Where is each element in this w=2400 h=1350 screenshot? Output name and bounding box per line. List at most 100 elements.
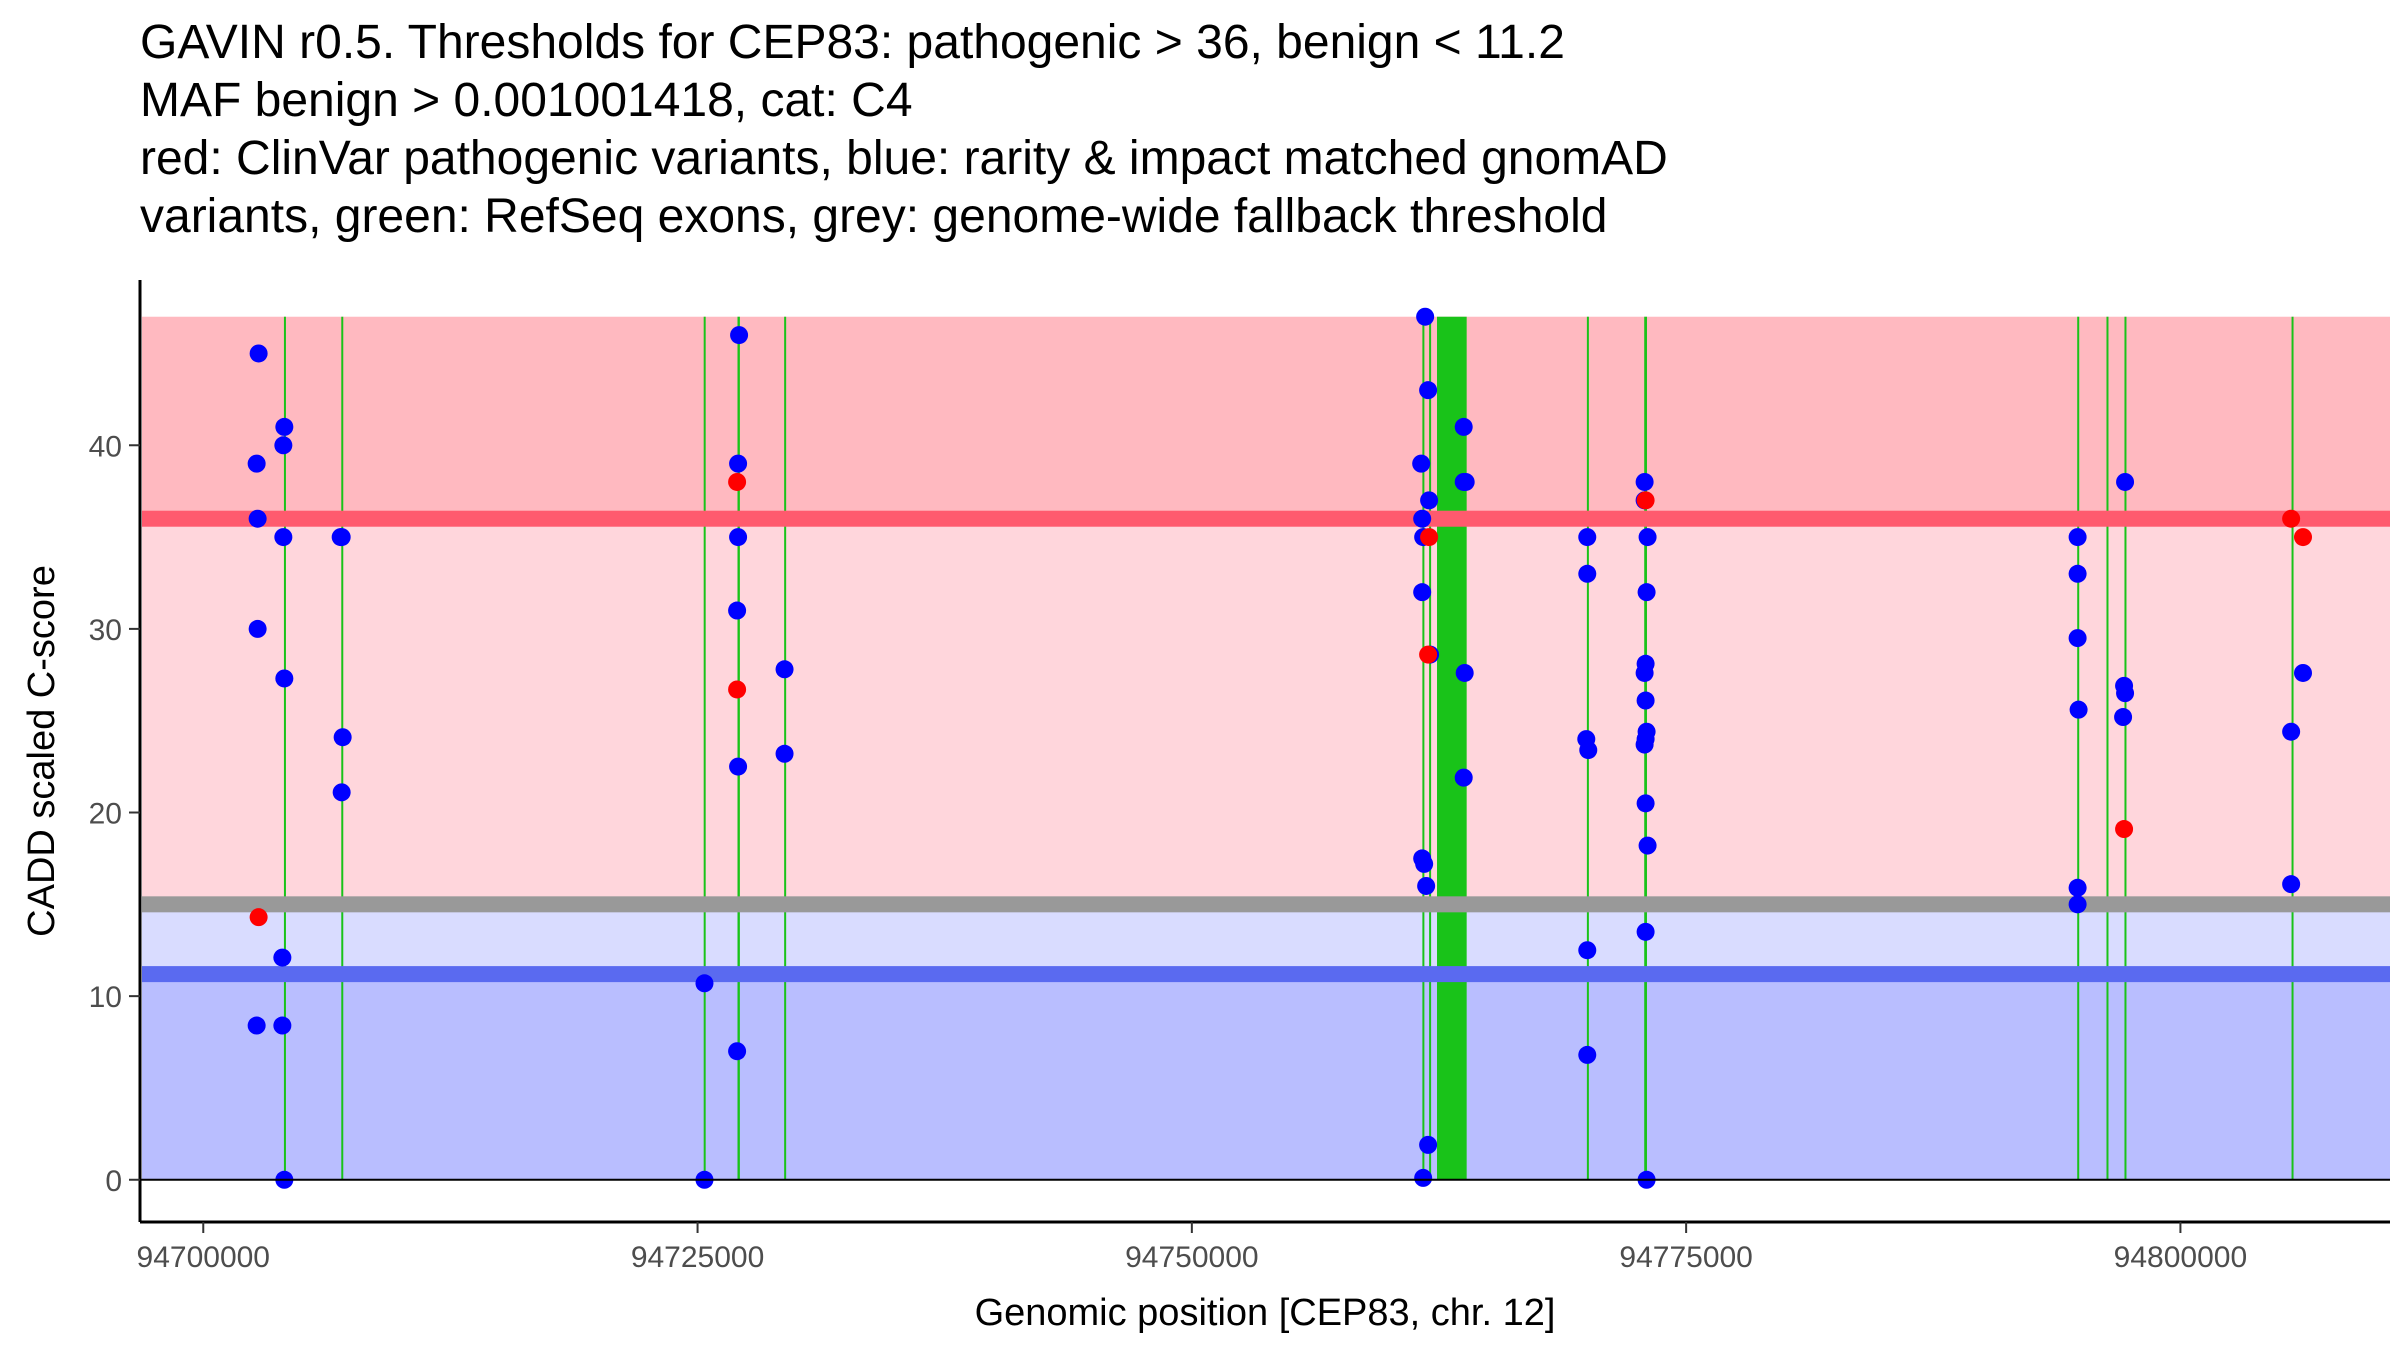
gnomad-point[interactable] xyxy=(2068,878,2087,897)
gnomad-point[interactable] xyxy=(729,757,748,776)
gnomad-point[interactable] xyxy=(2068,528,2087,547)
title-line-1: GAVIN r0.5. Thresholds for CEP83: pathog… xyxy=(140,16,1565,69)
title-line-3: red: ClinVar pathogenic variants, blue: … xyxy=(140,132,1668,185)
gnomad-point[interactable] xyxy=(2068,564,2087,583)
benign-zone xyxy=(142,974,2390,1180)
gnomad-point[interactable] xyxy=(274,528,293,547)
clinvar-point[interactable] xyxy=(1636,491,1655,510)
gnomad-point[interactable] xyxy=(2068,629,2087,648)
gnomad-point[interactable] xyxy=(775,660,794,679)
gnomad-point[interactable] xyxy=(275,669,294,688)
gnomad-point[interactable] xyxy=(728,1042,747,1061)
exon-bar xyxy=(283,316,286,1180)
x-ticks: 94700000 94725000 94750000 94775000 94800000 xyxy=(137,1222,2247,1274)
gnomad-point[interactable] xyxy=(1636,922,1655,941)
gnomad-point[interactable] xyxy=(1416,307,1435,326)
exon-bar xyxy=(2291,316,2294,1180)
exon-bar xyxy=(2077,316,2080,1180)
gnomad-point[interactable] xyxy=(2116,472,2135,491)
gnomad-point[interactable] xyxy=(2116,684,2135,703)
title-line-4: variants, green: RefSeq exons, grey: gen… xyxy=(140,190,1608,243)
gnomad-point[interactable] xyxy=(730,326,749,345)
clinvar-point[interactable] xyxy=(728,472,747,491)
gnomad-point[interactable] xyxy=(1455,663,1474,682)
gnomad-point[interactable] xyxy=(1638,528,1657,547)
x-tick-label: 94775000 xyxy=(1619,1241,1752,1274)
y-tick-label: 20 xyxy=(89,798,122,831)
x-tick-label: 94800000 xyxy=(2114,1241,2247,1274)
exon-bar xyxy=(1422,316,1425,1180)
gnomad-point[interactable] xyxy=(1417,876,1436,895)
gnomad-point[interactable] xyxy=(728,601,747,620)
gnomad-point[interactable] xyxy=(1578,528,1597,547)
exon-bar xyxy=(2124,316,2127,1180)
gnomad-point[interactable] xyxy=(1412,454,1431,473)
pathogenic-threshold-line xyxy=(142,510,2390,527)
clinvar-point[interactable] xyxy=(2282,509,2301,528)
gnomad-point[interactable] xyxy=(1419,381,1438,400)
gnomad-point[interactable] xyxy=(1454,417,1473,436)
pathogenic-zone xyxy=(142,316,2390,519)
gnomad-point[interactable] xyxy=(1454,768,1473,787)
clinvar-point[interactable] xyxy=(728,680,747,699)
clinvar-point[interactable] xyxy=(1419,645,1438,664)
gnomad-point[interactable] xyxy=(695,974,714,993)
gnomad-point[interactable] xyxy=(247,1016,266,1035)
gnomad-point[interactable] xyxy=(1414,1168,1433,1187)
exon-bar xyxy=(703,316,706,1180)
gnomad-point[interactable] xyxy=(1456,472,1475,491)
gnomad-point[interactable] xyxy=(1636,794,1655,813)
gnomad-point[interactable] xyxy=(1413,509,1432,528)
clinvar-point[interactable] xyxy=(249,908,268,927)
gnomad-point[interactable] xyxy=(729,528,748,547)
gnomad-point[interactable] xyxy=(1578,941,1597,960)
gnomad-point[interactable] xyxy=(1579,741,1598,760)
gnomad-point[interactable] xyxy=(1415,854,1434,873)
gnomad-point[interactable] xyxy=(729,454,748,473)
gnomad-point[interactable] xyxy=(2069,700,2088,719)
exon-bar xyxy=(1437,316,1467,1180)
gnomad-point[interactable] xyxy=(332,783,351,802)
gnomad-point[interactable] xyxy=(274,436,293,455)
y-tick-label: 10 xyxy=(89,981,122,1014)
clinvar-point[interactable] xyxy=(2294,528,2313,547)
gnomad-point[interactable] xyxy=(273,948,292,967)
gnomad-point[interactable] xyxy=(248,509,267,528)
gnomad-point[interactable] xyxy=(1413,583,1432,602)
gnomad-point[interactable] xyxy=(2294,663,2313,682)
fallback-threshold-line xyxy=(142,896,2390,913)
points-layer xyxy=(247,307,2313,1189)
gnomad-point[interactable] xyxy=(248,619,267,638)
exon-bar xyxy=(2106,316,2109,1180)
clinvar-point[interactable] xyxy=(1420,528,1439,547)
gnomad-point[interactable] xyxy=(1578,564,1597,583)
gnomad-point[interactable] xyxy=(1420,491,1439,510)
gnomad-point[interactable] xyxy=(1635,663,1654,682)
gnomad-point[interactable] xyxy=(2114,708,2133,727)
gnomad-point[interactable] xyxy=(1635,472,1654,491)
gnomad-point[interactable] xyxy=(1636,691,1655,710)
gnomad-point[interactable] xyxy=(273,1016,292,1035)
gnomad-point[interactable] xyxy=(1637,583,1656,602)
threshold-zones xyxy=(142,316,2390,1180)
benign-threshold-line xyxy=(142,966,2390,983)
gnomad-point[interactable] xyxy=(333,728,352,747)
gnomad-point[interactable] xyxy=(2282,875,2301,894)
clinvar-point[interactable] xyxy=(2115,820,2134,839)
y-tick-label: 30 xyxy=(89,614,122,647)
uncertain-zone xyxy=(142,518,2390,905)
y-axis-title: CADD scaled C-score xyxy=(21,565,63,937)
threshold-lines xyxy=(142,510,2390,983)
gnomad-point[interactable] xyxy=(249,344,268,363)
gnomad-point[interactable] xyxy=(247,454,266,473)
gnomad-point[interactable] xyxy=(275,417,294,436)
gnomad-point[interactable] xyxy=(2282,722,2301,741)
gnomad-point[interactable] xyxy=(775,744,794,763)
gnomad-point[interactable] xyxy=(1578,1045,1597,1064)
gnomad-point[interactable] xyxy=(2068,895,2087,914)
gnomad-point[interactable] xyxy=(1635,735,1654,754)
gnomad-point[interactable] xyxy=(332,528,351,547)
chart-title: GAVIN r0.5. Thresholds for CEP83: pathog… xyxy=(140,14,1668,246)
gnomad-point[interactable] xyxy=(1638,836,1657,855)
gnomad-point[interactable] xyxy=(1419,1135,1438,1154)
